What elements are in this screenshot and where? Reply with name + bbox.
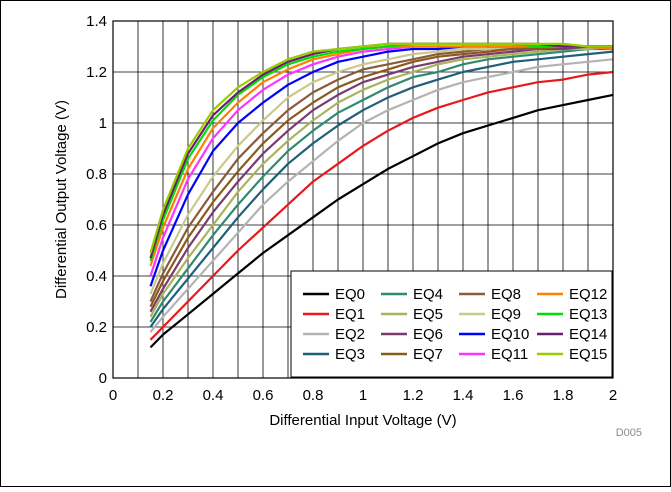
series-line-eq7 bbox=[149, 45, 613, 308]
y-tick-label: 1.4 bbox=[86, 13, 107, 30]
legend-entry: EQ10 bbox=[491, 326, 529, 343]
y-tick-label: 0.2 bbox=[86, 319, 107, 336]
legend-entry: EQ9 bbox=[491, 306, 521, 323]
x-tick-label: 0.4 bbox=[203, 387, 224, 404]
series-layer bbox=[149, 42, 614, 349]
x-tick-labels: 0 0.2 0.4 0.6 0.8 1 1.2 1.4 1.6 1.8 2 bbox=[109, 387, 617, 404]
y-tick-label: 0.8 bbox=[86, 166, 107, 183]
x-tick-label: 1.6 bbox=[503, 387, 524, 404]
legend-entry: EQ7 bbox=[413, 346, 443, 363]
legend-entry: EQ11 bbox=[491, 346, 528, 363]
legend: EQ0 EQ1 EQ2 EQ3 EQ4 EQ5 EQ6 EQ7 EQ8 EQ9 EQ10 EQ11 EQ… bbox=[290, 270, 613, 378]
y-tick-label: 1 bbox=[99, 115, 107, 132]
series-line-eq13 bbox=[149, 42, 613, 262]
figure-code: D005 bbox=[616, 427, 642, 439]
y-tick-label: 0.4 bbox=[86, 268, 107, 285]
x-tick-label: 2 bbox=[609, 387, 617, 404]
x-tick-label: 0.8 bbox=[303, 387, 324, 404]
series-line-eq3 bbox=[149, 50, 614, 328]
legend-entry: EQ5 bbox=[413, 306, 443, 323]
series-line-eq5 bbox=[149, 45, 614, 318]
series-line-eq0 bbox=[149, 93, 614, 349]
legend-entry: EQ4 bbox=[413, 286, 443, 303]
series-line-eq4 bbox=[149, 47, 613, 323]
y-tick-labels: 0 0.2 0.4 0.6 0.8 1 1.2 1.4 bbox=[86, 13, 107, 387]
legend-entry: EQ2 bbox=[335, 326, 365, 343]
legend-entry: EQ15 bbox=[569, 346, 607, 363]
y-tick-label: 0 bbox=[99, 370, 107, 387]
x-tick-label: 1.8 bbox=[553, 387, 574, 404]
legend-entry: EQ8 bbox=[491, 286, 521, 303]
series-line-eq15 bbox=[149, 42, 613, 254]
y-tick-label: 0.6 bbox=[86, 217, 107, 234]
plot-area-border bbox=[112, 20, 614, 379]
legend-entry: EQ13 bbox=[569, 306, 607, 323]
series-line-eq2 bbox=[149, 58, 614, 333]
legend-entry: EQ12 bbox=[569, 286, 607, 303]
x-tick-label: 0.6 bbox=[253, 387, 274, 404]
x-tick-label: 1.4 bbox=[453, 387, 474, 404]
legend-entry: EQ14 bbox=[569, 326, 607, 343]
legend-box bbox=[290, 270, 613, 378]
x-axis-label: Differential Input Voltage (V) bbox=[269, 412, 456, 429]
legend-entry: EQ0 bbox=[335, 286, 365, 303]
legend-entry: EQ1 bbox=[335, 306, 365, 323]
legend-entry: EQ6 bbox=[413, 326, 443, 343]
legend-entry: EQ3 bbox=[335, 346, 365, 363]
x-tick-label: 1.2 bbox=[403, 387, 424, 404]
y-tick-label: 1.2 bbox=[86, 64, 107, 81]
x-tick-label: 0.2 bbox=[153, 387, 174, 404]
series-line-eq1 bbox=[149, 70, 614, 341]
x-tick-label: 1 bbox=[359, 387, 367, 404]
x-tick-label: 0 bbox=[109, 387, 117, 404]
y-axis-label: Differential Output Voltage (V) bbox=[53, 100, 70, 299]
